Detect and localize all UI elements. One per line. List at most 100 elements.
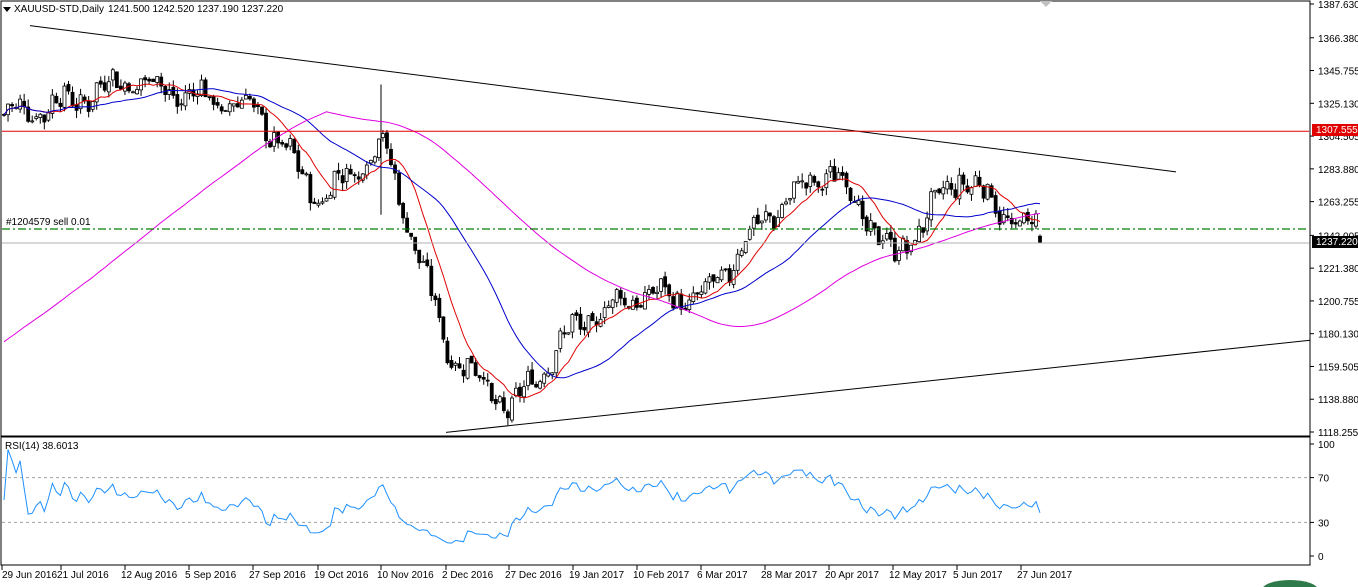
candle [260,106,264,116]
candle [437,293,442,323]
candle [336,162,341,181]
candle [820,187,825,197]
scroll-marker-icon[interactable] [1040,1,1052,7]
svg-text:2 Dec 2016: 2 Dec 2016 [442,570,494,581]
candle [695,291,700,301]
time-tick: 5 Jun 2017 [953,565,1003,581]
candle [453,361,458,372]
candle [703,278,708,295]
svg-text:1200.755: 1200.755 [1318,297,1358,308]
candle [610,298,615,314]
order-label[interactable]: #1204579 sell 0.01 [6,217,91,228]
candle [489,382,494,404]
svg-text:1221.380: 1221.380 [1318,264,1358,275]
candle [780,202,784,219]
candle [917,218,921,243]
svg-text:1159.505: 1159.505 [1318,362,1358,373]
time-tick: 21 Jul 2016 [57,565,109,581]
candle [409,232,414,240]
candle [332,170,337,200]
price-tick: 1304.505 [1310,132,1358,143]
price-tick: 1263.255 [1310,198,1358,209]
price-tick: 1200.755 [1310,297,1358,308]
candle [542,371,547,388]
candle [66,80,71,95]
trend-line[interactable] [29,25,1177,173]
candle [421,255,426,263]
price-tick: 1366.380 [1310,34,1358,45]
candle [836,167,841,180]
candle [231,103,236,112]
svg-text:30: 30 [1318,518,1330,529]
svg-text:12 May 2017: 12 May 2017 [889,570,947,581]
candle [941,180,946,200]
candle [618,287,623,306]
candle [183,85,188,111]
time-tick: 5 Sep 2016 [185,565,237,581]
svg-text:27 Dec 2016: 27 Dec 2016 [505,570,562,581]
candle [312,197,317,204]
candle [667,283,672,302]
candle [151,78,156,83]
candle [485,373,490,387]
candle [203,77,208,98]
trend-line[interactable] [445,339,1311,433]
candle [308,171,313,211]
candle [324,194,329,202]
svg-text:29 Jun 2016: 29 Jun 2016 [2,570,57,581]
candle [715,276,720,284]
candle [985,183,990,201]
time-tick: 19 Jan 2017 [569,565,624,581]
candle [606,300,611,309]
candle [98,76,103,88]
candle [884,227,889,242]
candle [473,357,478,377]
price-tick: 1118.255 [1310,428,1358,439]
price-tick: 1283.880 [1310,165,1358,176]
time-tick: 28 Mar 2017 [761,565,818,581]
candle [58,97,63,112]
candle [957,167,962,205]
candle [639,303,643,309]
candle [651,286,655,295]
collapse-triangle-icon[interactable] [3,7,11,12]
svg-text:1304.505: 1304.505 [1318,132,1358,143]
candle [215,97,220,109]
ma-mid-line [3,88,1041,379]
candle [534,381,539,389]
candle [530,362,534,385]
candle [892,232,897,263]
candle [961,172,966,191]
candle [518,382,522,403]
candle [284,142,289,151]
candle [441,316,446,343]
svg-text:0: 0 [1318,552,1324,563]
candle [304,171,309,177]
svg-text:1237.220: 1237.220 [1316,237,1358,248]
candle [582,321,587,336]
candle [929,187,934,227]
candle [945,175,950,195]
time-tick: 29 Jun 2016 [1,565,57,581]
candle [401,201,405,224]
candle [751,215,756,237]
candle [292,138,297,154]
rsi-line [3,449,1041,544]
candle [227,100,232,116]
candle [389,143,393,167]
candle [526,365,530,391]
price-tick: 1180.130 [1310,330,1358,341]
svg-text:5 Jun 2017: 5 Jun 2017 [953,570,1003,581]
candle [723,268,728,272]
candle [211,94,216,111]
candle [792,181,797,203]
candle [155,76,160,88]
candle [159,72,164,94]
candle [147,77,152,84]
candle [566,332,571,336]
candle [320,197,325,205]
candle [207,96,212,101]
svg-text:21 Jul 2016: 21 Jul 2016 [57,570,109,581]
svg-text:27 Sep 2016: 27 Sep 2016 [249,570,306,581]
